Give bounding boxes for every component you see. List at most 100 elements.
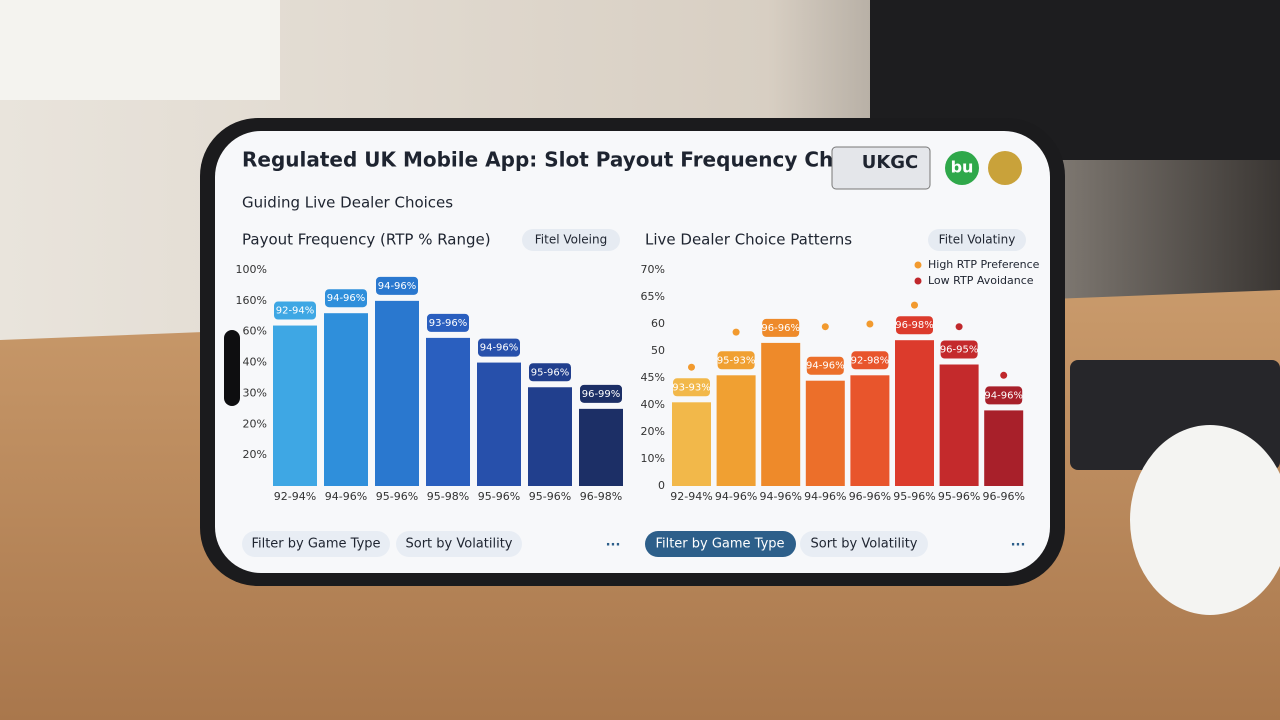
bar-label: 94-96% (806, 361, 845, 372)
dot (688, 363, 695, 371)
bar-label-pill (717, 351, 755, 370)
legend-swatch (914, 277, 922, 285)
y-tick-label: 20% (243, 448, 267, 461)
dot (1000, 371, 1008, 379)
bar-label-pill (762, 318, 800, 337)
window (0, 0, 280, 100)
filter-button[interactable] (242, 531, 390, 557)
bar-label: 92-98% (851, 355, 890, 366)
x-tick-label: 92-94% (670, 490, 712, 503)
bar (375, 300, 419, 486)
legend-label: Low RTP Avoidance (928, 274, 1034, 287)
badge-box (831, 146, 931, 190)
bar-label-pill (580, 384, 622, 403)
bar-label: 93-96% (429, 318, 468, 329)
sort-button[interactable] (800, 531, 928, 557)
y-tick-label: 30% (243, 386, 267, 399)
x-tick-label: 96-96% (982, 490, 1024, 503)
bar-label: 94-96% (480, 343, 519, 354)
x-tick-label: 94-96% (759, 490, 801, 503)
bar (895, 340, 934, 486)
bar-label-pill (985, 386, 1023, 405)
y-tick-label: 40% (641, 398, 665, 411)
chip-label: Fitel Voleing (535, 233, 608, 247)
dot (732, 328, 740, 336)
bar (528, 387, 572, 486)
x-tick-label: 95-98% (427, 490, 469, 503)
chart-title: Payout Frequency (RTP % Range) (242, 231, 491, 249)
chart-title: Live Dealer Choice Patterns (645, 231, 852, 249)
bar-label-pill (325, 289, 367, 308)
bar-label: 94-96% (984, 390, 1023, 401)
bar-label: 93-93% (672, 382, 711, 393)
y-tick-label: 60% (243, 325, 267, 338)
x-tick-label: 96-98% (580, 490, 622, 503)
bar (984, 410, 1024, 486)
bar-label: 92-94% (276, 306, 315, 317)
bar (426, 337, 470, 486)
x-tick-label: 94-96% (325, 490, 367, 503)
x-tick-label: 95-96% (938, 490, 980, 503)
bar-label: 95-96% (531, 367, 570, 378)
y-tick-label: 70% (641, 263, 665, 276)
y-tick-label: 0 (658, 479, 665, 492)
badge: UKGC (862, 152, 919, 173)
y-tick-label: 45% (641, 371, 665, 384)
x-tick-label: 95-96% (376, 490, 418, 503)
dot (866, 320, 874, 328)
filter-label: Filter by Game Type (251, 537, 380, 552)
x-tick-label: 94-96% (715, 490, 757, 503)
chip[interactable] (928, 229, 1026, 251)
chip[interactable] (522, 229, 620, 251)
camera (224, 330, 240, 406)
x-tick-label: 94-96% (804, 490, 846, 503)
bar-label: 94-96% (327, 293, 366, 304)
app-title: Regulated UK Mobile App: Slot Payout Fre… (242, 148, 878, 172)
x-tick-label: 92-94% (274, 490, 316, 503)
sort-label: Sort by Volatility (406, 537, 513, 552)
bar (850, 375, 890, 486)
bar (273, 325, 317, 486)
bar-label: 96-96% (761, 323, 800, 334)
bar-label-pill (851, 351, 889, 370)
app-subtitle: Guiding Live Dealer Choices (242, 194, 453, 212)
y-tick-label: 50 (651, 344, 665, 357)
legend-label: High RTP Preference (928, 258, 1040, 271)
bar (939, 364, 979, 486)
bar-label-pill (478, 338, 520, 357)
y-tick-label: 65% (641, 290, 665, 303)
y-tick-label: 20% (641, 425, 665, 438)
badge: bu (951, 158, 974, 177)
bar-label: 96-98% (895, 320, 934, 331)
bar (761, 342, 801, 486)
more-button[interactable]: ... (606, 535, 621, 550)
dot (955, 323, 963, 331)
y-tick-label: 10% (641, 452, 665, 465)
badge-seal (988, 151, 1022, 185)
bar-label-pill (673, 378, 710, 397)
filter-button[interactable] (645, 531, 796, 557)
x-tick-label: 95-96% (893, 490, 935, 503)
bar-label: 96-99% (582, 389, 621, 400)
bar (805, 380, 845, 486)
y-tick-label: 40% (243, 356, 267, 369)
legend-swatch (914, 261, 922, 269)
bar-label: 95-93% (717, 355, 756, 366)
badge-circle (945, 151, 979, 185)
mug (1130, 425, 1280, 615)
bar-label-pill (376, 276, 418, 295)
y-tick-label: 20% (243, 417, 267, 430)
sort-button[interactable] (396, 531, 522, 557)
dot (911, 301, 918, 309)
sort-label: Sort by Volatility (811, 537, 918, 552)
bar-label-pill (274, 301, 316, 320)
bar-label-pill (529, 363, 571, 382)
x-tick-label: 96-96% (849, 490, 891, 503)
filter-label: Filter by Game Type (655, 537, 784, 552)
bar-label: 94-96% (378, 281, 417, 292)
more-button[interactable]: ... (1011, 535, 1026, 550)
y-tick-label: 160% (236, 294, 267, 307)
bar (477, 362, 521, 486)
